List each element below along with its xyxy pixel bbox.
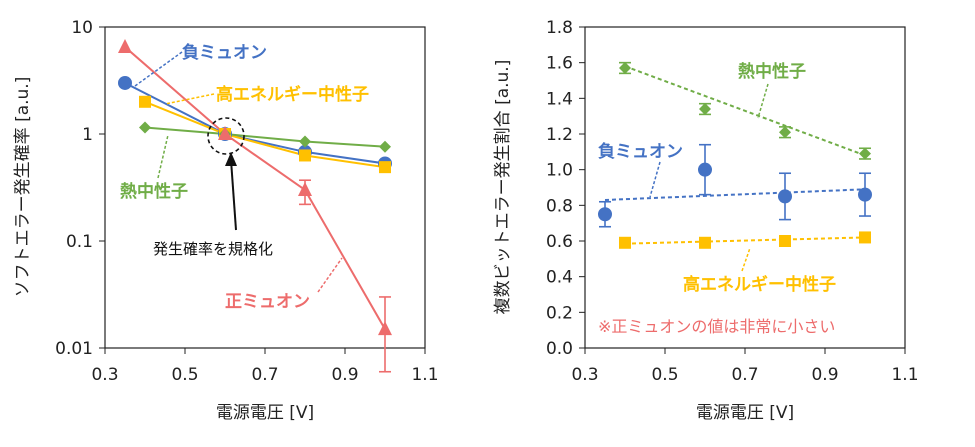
right-y-tick-label: 0.0	[546, 339, 573, 359]
left-point-thermal-neutron	[379, 140, 391, 153]
left-point-high-energy-neutron	[299, 149, 311, 162]
right-leader-thermal-neutron	[757, 83, 769, 119]
right-annotation-thermal-neutron: 熱中性子	[738, 61, 806, 82]
right-x-tick-label: 1.1	[891, 365, 918, 385]
right-y-tick-label: 0.6	[546, 232, 573, 252]
right-annotation-note: ※正ミュオンの値は非常に小さい	[598, 317, 835, 336]
left-point-high-energy-neutron	[139, 95, 151, 108]
left-annotation-thermal-neutron: 熱中性子	[120, 181, 188, 202]
right-y-axis-label: 複数ビットエラー発生割合 [a.u.]	[493, 60, 513, 315]
left-annotation-high-energy-neutron: 高エネルギー中性子	[216, 84, 369, 105]
right-y-tick-label: 0.8	[546, 196, 573, 216]
left-y-tick-label: 0.1	[66, 232, 93, 252]
left-y-tick-label: 0.01	[55, 339, 93, 359]
right-y-tick-label: 1.6	[546, 54, 573, 74]
left-annotation-normalize: 発生確率を規格化	[153, 240, 273, 258]
right-y-tick-label: 0.2	[546, 303, 573, 323]
left-normalize-ring	[207, 117, 245, 155]
left-leader-negative-muon	[134, 51, 183, 87]
right-x-tick-label: 0.3	[571, 365, 598, 385]
right-point-high-energy-neutron	[859, 231, 871, 244]
right-x-axis-label: 電源電圧 [V]	[696, 403, 794, 423]
left-point-thermal-neutron	[139, 121, 151, 134]
right-x-tick-label: 0.5	[651, 365, 678, 385]
left-data	[118, 39, 392, 373]
left-normalize-arrow	[230, 159, 237, 231]
left-y-tick-label: 10	[71, 18, 93, 38]
right-point-thermal-neutron	[859, 147, 871, 160]
right-point-negative-muon	[698, 162, 712, 177]
left-normalize-arrowhead	[225, 152, 237, 166]
left-point-high-energy-neutron	[379, 161, 391, 174]
left-x-tick-label: 1.1	[411, 365, 438, 385]
left-leader-high-energy-neutron	[164, 93, 215, 105]
right-trendline-negative-muon	[604, 188, 866, 201]
left-point-positive-muon	[118, 39, 132, 54]
left-point-positive-muon	[378, 321, 392, 336]
right-leader-negative-muon	[649, 161, 661, 198]
left-chart: 0.3 0.5 0.7 0.9 1.1 0.01 0.1 1 10 電源電圧 [V] ソフトエラ…	[13, 18, 439, 423]
right-point-high-energy-neutron	[619, 236, 631, 249]
right-annotation-high-energy-neutron: 高エネルギー中性子	[683, 274, 836, 295]
left-axis-ticks: 0.3 0.5 0.7 0.9 1.1 0.01 0.1 1 10	[55, 18, 438, 385]
left-x-tick-label: 0.7	[251, 365, 278, 385]
right-point-thermal-neutron	[619, 62, 631, 75]
left-annotation-positive-muon: 正ミュオン	[225, 292, 310, 312]
right-y-tick-label: 1.8	[546, 18, 573, 38]
right-point-thermal-neutron	[779, 126, 791, 139]
left-y-axis-label: ソフトエラー発生確率 [a.u.]	[13, 77, 33, 298]
right-data	[598, 61, 872, 249]
left-line-positive-muon	[124, 46, 386, 330]
right-x-tick-label: 0.7	[731, 365, 758, 385]
right-point-thermal-neutron	[699, 103, 711, 116]
right-annotation-negative-muon: 負ミュオン	[598, 142, 683, 162]
right-y-tick-label: 1.4	[546, 89, 573, 109]
left-point-positive-muon	[218, 126, 232, 140]
right-point-negative-muon	[778, 189, 792, 204]
left-line-thermal-neutron	[144, 126, 386, 148]
left-point-negative-muon	[118, 75, 132, 90]
right-trendline-thermal-neutron	[624, 65, 866, 157]
right-point-high-energy-neutron	[699, 236, 711, 249]
left-x-axis-label: 電源電圧 [V]	[216, 403, 314, 423]
left-leader-thermal-neutron	[157, 134, 169, 179]
right-y-tick-label: 1.2	[546, 125, 573, 145]
right-chart: 0.3 0.5 0.7 0.9 1.1 0.0 0.2 0.4 0.6 0.8 1.0 1.2 1.4 1…	[493, 18, 919, 423]
right-leader-high-energy-neutron	[741, 247, 751, 272]
left-y-tick-label: 1	[82, 125, 93, 145]
left-point-positive-muon	[298, 181, 312, 196]
right-trendline-high-energy-neutron	[624, 236, 866, 245]
left-x-tick-label: 0.9	[331, 365, 358, 385]
left-point-thermal-neutron	[299, 135, 311, 148]
right-axis-ticks: 0.3 0.5 0.7 0.9 1.1 0.0 0.2 0.4 0.6 0.8 1.0 1.2 1.4 1…	[546, 18, 919, 385]
right-y-tick-label: 0.4	[546, 268, 573, 288]
left-x-tick-label: 0.5	[171, 365, 198, 385]
left-annotation-negative-muon: 負ミュオン	[182, 43, 267, 63]
right-point-high-energy-neutron	[779, 235, 791, 247]
right-y-tick-label: 1.0	[546, 161, 573, 181]
left-line-negative-muon	[124, 82, 386, 165]
left-leader-positive-muon	[317, 257, 343, 293]
left-x-tick-label: 0.3	[91, 365, 118, 385]
right-point-negative-muon	[858, 187, 872, 202]
right-x-tick-label: 0.9	[811, 365, 838, 385]
left-line-high-energy-neutron	[144, 100, 386, 169]
right-point-negative-muon	[598, 207, 612, 222]
